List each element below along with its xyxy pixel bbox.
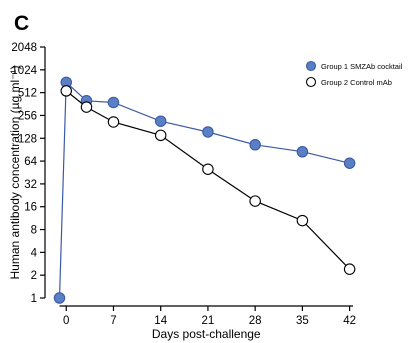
x-tick-label: 21	[202, 315, 215, 327]
y-tick-label: 2048	[11, 42, 37, 54]
x-axis-title: Days post-challenge	[152, 327, 261, 341]
legend: Group 1 SMZAb cocktail Group 2 Control mA…	[305, 60, 403, 88]
y-tick-label: 1024	[11, 65, 37, 77]
x-tick-label: 42	[343, 315, 356, 327]
y-tick-label: 4	[31, 247, 38, 259]
y-tick-label: 128	[18, 133, 37, 145]
x-tick-label: 28	[249, 315, 262, 327]
data-point	[53, 292, 66, 304]
data-point	[249, 195, 261, 207]
data-point	[343, 157, 356, 169]
legend-marker	[305, 60, 317, 72]
x-tick-label: 0	[63, 315, 69, 327]
x-tick-label: 7	[110, 315, 116, 327]
data-point	[107, 116, 120, 128]
data-point	[202, 163, 214, 175]
series-layer	[53, 76, 356, 304]
data-point	[60, 85, 72, 97]
y-tick-label: 8	[31, 225, 37, 237]
y-tick-label: 512	[18, 88, 37, 100]
data-point	[296, 214, 309, 227]
legend-marker	[305, 76, 317, 88]
x-tick-label: 35	[296, 315, 309, 327]
panel-label: C	[14, 12, 29, 35]
y-tick-label: 32	[24, 179, 37, 191]
x-tick-label: 14	[154, 315, 167, 327]
series-line	[65, 90, 351, 270]
y-tick-label: 64	[24, 156, 37, 168]
data-point	[154, 129, 167, 142]
y-tick-label: 256	[18, 110, 37, 122]
data-point	[154, 115, 167, 127]
y-axis: 1 2 4 8 16 32 64 128 256 512 1024 2048	[11, 42, 46, 305]
series-line	[58, 80, 350, 299]
series-2	[60, 85, 356, 275]
data-point	[343, 263, 356, 275]
data-point	[296, 145, 309, 158]
data-point	[107, 96, 120, 109]
y-tick-label: 16	[24, 202, 37, 214]
series-1	[53, 76, 356, 304]
legend-label: Group 2 Control mAb	[321, 78, 392, 87]
y-axis-title: Human antibody concentration (µg ml⁻¹)	[8, 65, 22, 279]
y-tick-label: 1	[31, 293, 37, 305]
data-point	[80, 101, 93, 113]
data-point	[249, 139, 261, 151]
y-tick-label: 2	[31, 270, 37, 282]
x-axis: 0 7 14 21 28 35 42	[59, 305, 356, 327]
data-point	[202, 126, 214, 138]
legend-label: Group 1 SMZAb cocktail	[321, 62, 403, 71]
